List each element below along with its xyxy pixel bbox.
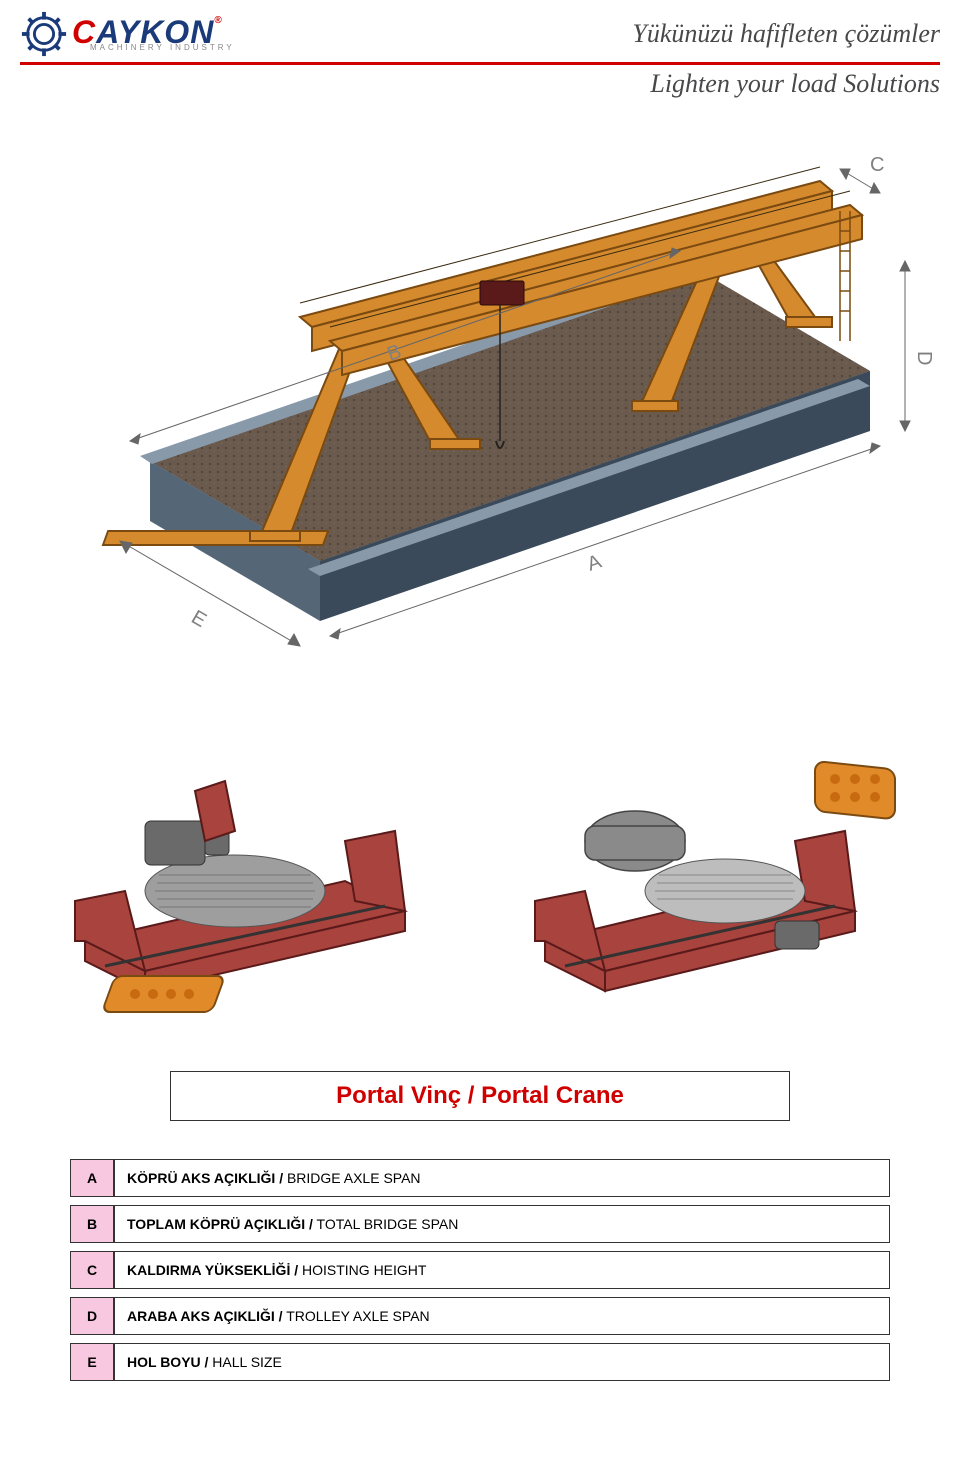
dim-label-c: C	[870, 154, 884, 176]
def-desc: TOPLAM KÖPRÜ AÇIKLIĞI / TOTAL BRIDGE SPA…	[114, 1205, 890, 1243]
slogan-block: Yükünüzü hafifleten çözümler	[632, 17, 940, 51]
def-norm: TOTAL BRIDGE SPAN	[313, 1216, 458, 1232]
def-key: C	[70, 1251, 114, 1289]
def-norm: BRIDGE AXLE SPAN	[283, 1170, 420, 1186]
table-row: D ARABA AKS AÇIKLIĞI / TROLLEY AXLE SPAN	[70, 1297, 890, 1335]
definitions-table: A KÖPRÜ AKS AÇIKLIĞI / BRIDGE AXLE SPAN …	[70, 1151, 890, 1389]
def-desc: HOL BOYU / HALL SIZE	[114, 1343, 890, 1381]
company-logo: CAYKON® MACHINERY INDUSTRY	[20, 10, 235, 58]
def-key: E	[70, 1343, 114, 1381]
dim-label-a: A	[584, 550, 604, 575]
table-row: E HOL BOYU / HALL SIZE	[70, 1343, 890, 1381]
hoist-left	[45, 741, 465, 1021]
def-desc: KÖPRÜ AKS AÇIKLIĞI / BRIDGE AXLE SPAN	[114, 1159, 890, 1197]
page-header: CAYKON® MACHINERY INDUSTRY Yükünüzü hafi…	[0, 0, 960, 101]
def-norm: HOISTING HEIGHT	[298, 1262, 426, 1278]
crane-diagram: A E B C D	[0, 141, 960, 701]
page-title: Portal Vinç / Portal Crane	[336, 1082, 624, 1109]
logo-subtitle: MACHINERY INDUSTRY	[90, 44, 235, 52]
table-row: B TOPLAM KÖPRÜ AÇIKLIĞI / TOTAL BRIDGE S…	[70, 1205, 890, 1243]
def-bold: KÖPRÜ AKS AÇIKLIĞI /	[127, 1170, 283, 1186]
dim-label-e: E	[188, 606, 211, 632]
slogan-tr: Yükünüzü hafifleten çözümler	[632, 17, 940, 51]
def-bold: TOPLAM KÖPRÜ AÇIKLIĞI /	[127, 1216, 313, 1232]
divider-line	[20, 62, 940, 65]
slogan-en: Lighten your load Solutions	[20, 67, 940, 101]
header-top: CAYKON® MACHINERY INDUSTRY Yükünüzü hafi…	[20, 10, 940, 58]
table-row: A KÖPRÜ AKS AÇIKLIĞI / BRIDGE AXLE SPAN	[70, 1159, 890, 1197]
hoist-right	[495, 741, 915, 1021]
def-key: B	[70, 1205, 114, 1243]
gear-icon	[20, 10, 68, 58]
crane-svg: A E B C D	[0, 141, 960, 701]
def-bold: ARABA AKS AÇIKLIĞI /	[127, 1308, 283, 1324]
logo-reg: ®	[214, 15, 222, 26]
def-key: D	[70, 1297, 114, 1335]
table-row: C KALDIRMA YÜKSEKLİĞİ / HOISTING HEIGHT	[70, 1251, 890, 1289]
machinery-row	[0, 731, 960, 1031]
def-bold: HOL BOYU /	[127, 1354, 208, 1370]
def-desc: ARABA AKS AÇIKLIĞI / TROLLEY AXLE SPAN	[114, 1297, 890, 1335]
def-norm: HALL SIZE	[208, 1354, 281, 1370]
def-desc: KALDIRMA YÜKSEKLİĞİ / HOISTING HEIGHT	[114, 1251, 890, 1289]
slogan-en-block: Lighten your load Solutions	[20, 67, 940, 101]
logo-text: CAYKON® MACHINERY INDUSTRY	[72, 16, 235, 52]
dim-label-d: D	[913, 351, 935, 365]
def-bold: KALDIRMA YÜKSEKLİĞİ /	[127, 1262, 298, 1278]
title-box: Portal Vinç / Portal Crane	[170, 1071, 790, 1121]
def-norm: TROLLEY AXLE SPAN	[283, 1308, 430, 1324]
def-key: A	[70, 1159, 114, 1197]
